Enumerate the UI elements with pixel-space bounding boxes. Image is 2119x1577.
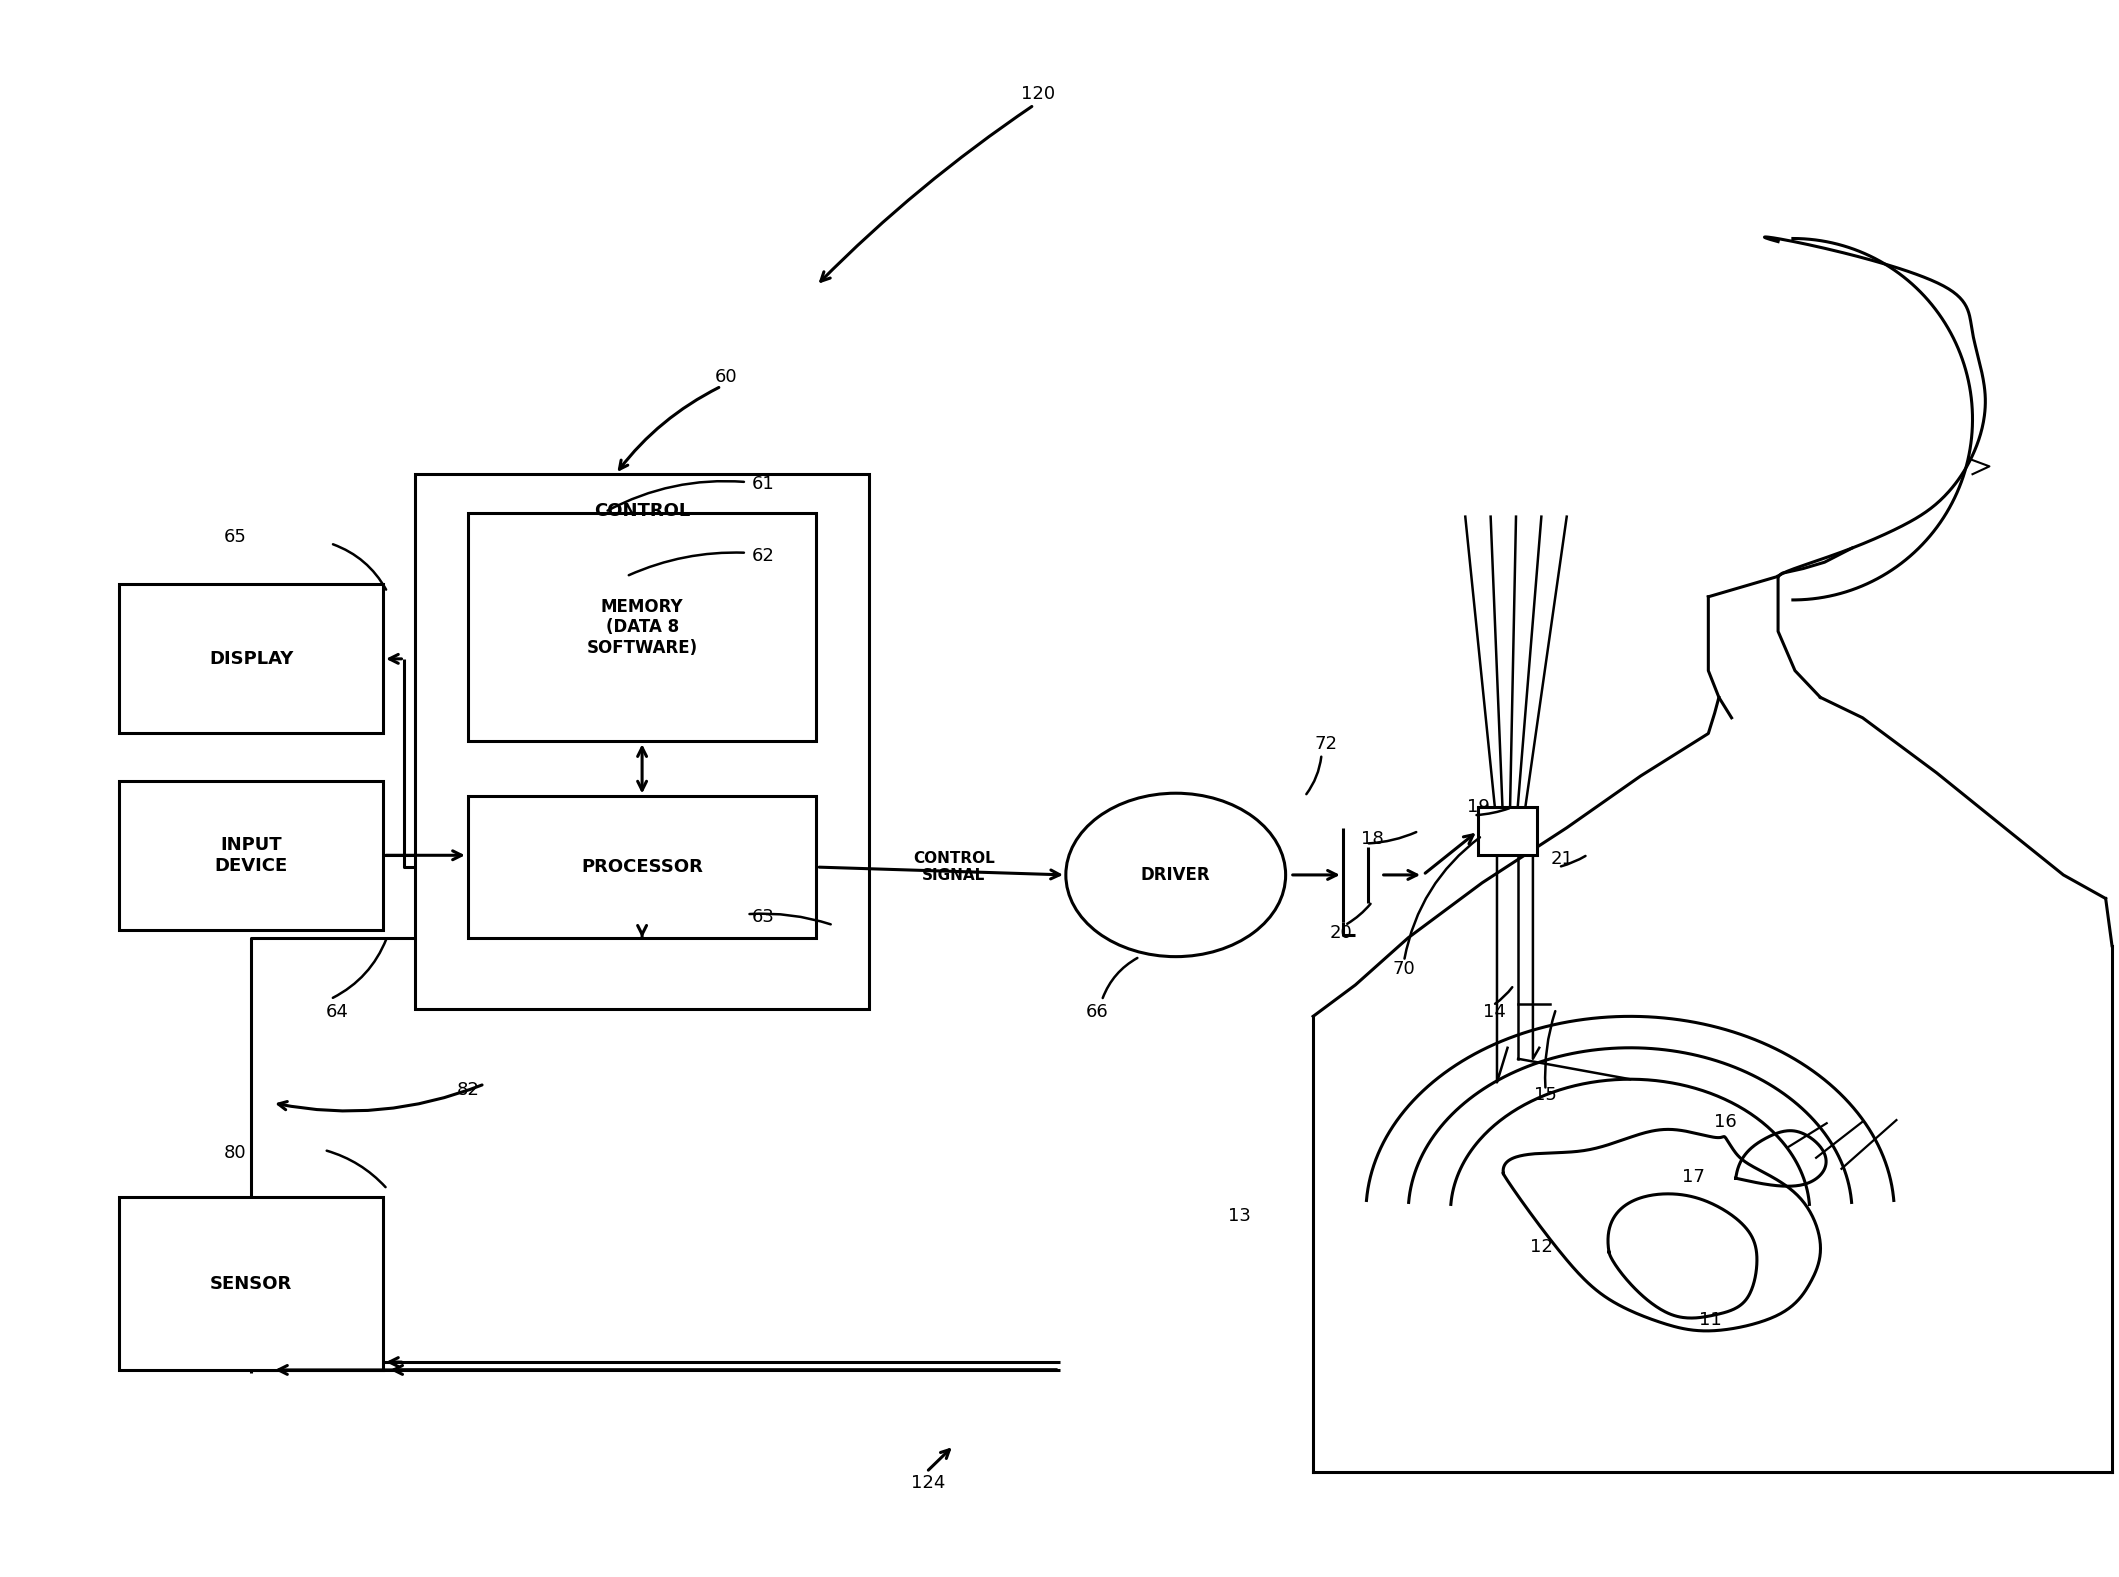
Text: 60: 60: [714, 367, 737, 386]
Text: 18: 18: [1360, 830, 1384, 848]
Text: 14: 14: [1483, 1003, 1507, 1020]
Text: MEMORY
(DATA 8
SOFTWARE): MEMORY (DATA 8 SOFTWARE): [587, 598, 697, 658]
Text: 72: 72: [1314, 735, 1337, 754]
Text: 63: 63: [752, 908, 776, 926]
Bar: [415, 475, 869, 1009]
Text: 82: 82: [456, 1082, 479, 1099]
Circle shape: [1066, 793, 1286, 957]
Bar: [468, 514, 816, 741]
Text: INPUT
DEVICE: INPUT DEVICE: [214, 836, 288, 875]
Text: 64: 64: [324, 1003, 348, 1020]
Text: 120: 120: [1021, 85, 1055, 103]
Text: 17: 17: [1682, 1167, 1706, 1186]
Text: SENSOR: SENSOR: [210, 1274, 292, 1293]
Text: 15: 15: [1534, 1087, 1557, 1104]
Bar: [119, 583, 384, 733]
Text: 19: 19: [1466, 798, 1490, 817]
Text: 11: 11: [1699, 1310, 1723, 1329]
Bar: [119, 1197, 384, 1370]
Text: 62: 62: [752, 547, 776, 565]
Text: 13: 13: [1227, 1206, 1250, 1225]
Text: CONTROL
SIGNAL: CONTROL SIGNAL: [913, 852, 994, 883]
Text: 12: 12: [1530, 1238, 1553, 1257]
Text: PROCESSOR: PROCESSOR: [581, 858, 704, 877]
Text: 66: 66: [1087, 1003, 1108, 1020]
Text: 124: 124: [911, 1474, 945, 1492]
Text: DISPLAY: DISPLAY: [210, 650, 292, 667]
Text: 21: 21: [1551, 850, 1574, 869]
Text: 16: 16: [1714, 1113, 1738, 1131]
Bar: [119, 781, 384, 930]
Text: 65: 65: [225, 528, 246, 546]
Text: 61: 61: [752, 475, 776, 492]
Text: 70: 70: [1392, 960, 1415, 978]
Text: 20: 20: [1329, 924, 1352, 941]
Text: DRIVER: DRIVER: [1140, 866, 1210, 885]
Bar: [468, 796, 816, 938]
Bar: [1477, 807, 1536, 855]
Text: 80: 80: [225, 1143, 246, 1162]
Text: CONTROL: CONTROL: [593, 503, 691, 520]
